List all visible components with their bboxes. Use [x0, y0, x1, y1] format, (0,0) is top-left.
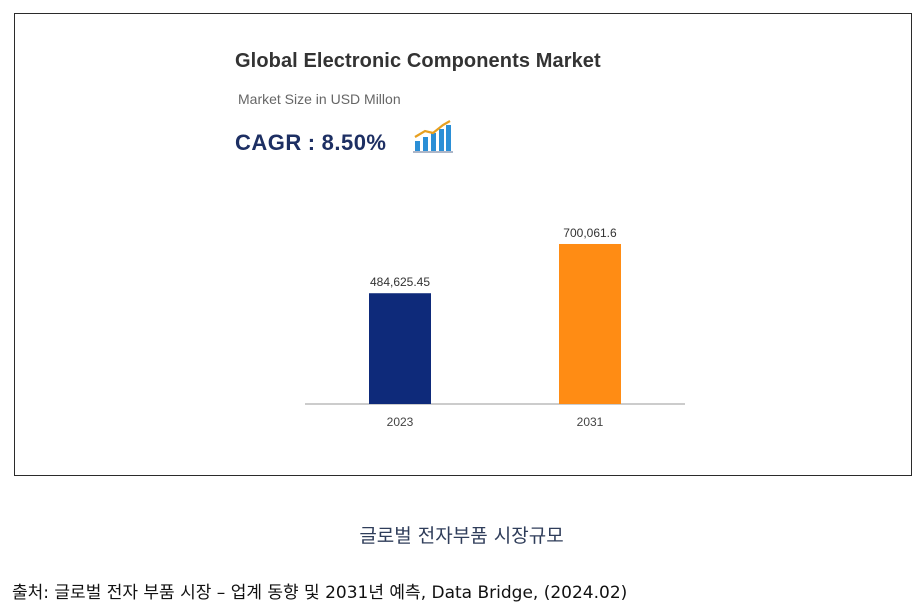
bar-growth-chart-icon [413, 120, 453, 153]
chart-title: Global Electronic Components Market [235, 50, 601, 72]
cagr-label: CAGR [235, 130, 302, 155]
chart-frame: Global Electronic Components Market Mark… [14, 13, 912, 476]
x-tick-label-2031: 2031 [577, 415, 604, 429]
figure-caption: 글로벌 전자부품 시장규모 [359, 525, 564, 547]
bar-2031 [559, 243, 621, 404]
bar-2023 [369, 293, 431, 404]
source-citation: 출처: 글로벌 전자 부품 시장 – 업계 동향 및 2031년 예측, Dat… [12, 583, 628, 603]
x-tick-label-2023: 2023 [387, 415, 414, 429]
cagr-value: 8.50% [321, 130, 387, 155]
bar-chart: 484,625.45 2023 700,061.6 2031 [305, 226, 685, 429]
cagr-text: CAGR : 8.50% [235, 130, 387, 156]
data-label-2023: 484,625.45 [370, 275, 430, 289]
chart-subtitle: Market Size in USD Millon [238, 91, 401, 107]
data-label-2031: 700,061.6 [563, 226, 617, 240]
cagr-separator: : [307, 130, 316, 155]
